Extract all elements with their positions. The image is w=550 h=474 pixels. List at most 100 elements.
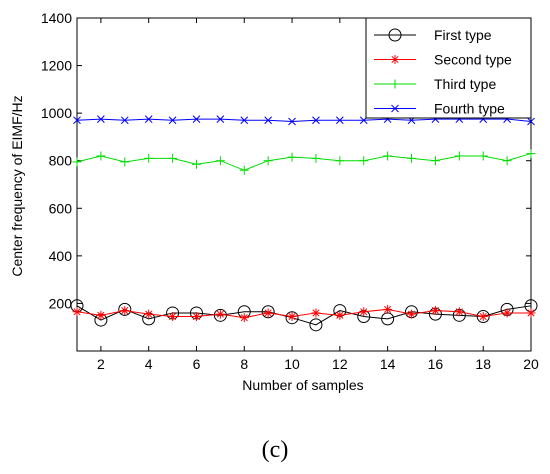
legend-label: First type bbox=[434, 27, 492, 43]
data-point-second-type bbox=[526, 308, 536, 318]
data-point-third-type bbox=[144, 153, 154, 163]
series-second-type bbox=[72, 304, 536, 323]
data-point-first-type bbox=[476, 310, 490, 324]
x-tick-label: 8 bbox=[240, 356, 248, 372]
data-point-third-type bbox=[454, 151, 464, 161]
data-point-second-type bbox=[287, 312, 297, 322]
legend-label: Fourth type bbox=[434, 101, 505, 117]
series-line-first-type bbox=[76, 305, 532, 326]
data-point-third-type bbox=[263, 156, 273, 166]
series-line-fourth-type bbox=[76, 118, 532, 122]
data-point-first-type bbox=[118, 302, 132, 316]
data-point-fourth-type bbox=[288, 117, 296, 126]
plot-frame bbox=[76, 17, 532, 352]
x-tick-label: 6 bbox=[193, 356, 201, 372]
data-point-first-type bbox=[261, 305, 275, 319]
y-tick-label: 200 bbox=[49, 295, 73, 311]
data-point-fourth-type bbox=[73, 116, 81, 125]
data-point-fourth-type bbox=[168, 116, 177, 125]
y-tick-label: 400 bbox=[49, 248, 73, 264]
data-point-fourth-type bbox=[527, 117, 535, 126]
legend-marker bbox=[388, 28, 402, 42]
data-point-fourth-type bbox=[192, 115, 201, 123]
data-point-third-type bbox=[168, 153, 178, 163]
data-point-fourth-type bbox=[216, 115, 225, 123]
data-point-fourth-type bbox=[97, 115, 105, 123]
x-tick-label: 12 bbox=[332, 356, 348, 372]
y-tick-label: 800 bbox=[49, 153, 73, 169]
x-tick-label: 2 bbox=[97, 356, 105, 372]
y-tick-label: 1400 bbox=[41, 10, 72, 26]
data-point-second-type bbox=[383, 304, 393, 314]
data-point-second-type bbox=[311, 308, 321, 318]
data-point-second-type bbox=[215, 309, 225, 319]
data-point-second-type bbox=[239, 313, 249, 323]
data-point-second-type bbox=[359, 307, 369, 317]
data-point-third-type bbox=[383, 151, 393, 161]
legend-item-third-type: Third type bbox=[374, 76, 496, 92]
data-point-second-type bbox=[335, 310, 345, 320]
x-tick-label: 18 bbox=[475, 356, 491, 372]
data-point-second-type bbox=[430, 306, 440, 316]
legend: First type Second type Third type Fourth ty… bbox=[365, 17, 532, 119]
legend-item-first-type: First type bbox=[374, 27, 492, 43]
data-point-third-type bbox=[120, 157, 130, 167]
legend-item-second-type: Second type bbox=[374, 52, 512, 68]
data-point-second-type bbox=[407, 309, 417, 319]
data-point-third-type bbox=[407, 153, 417, 163]
data-point-second-type bbox=[96, 310, 106, 320]
data-point-third-type bbox=[72, 157, 82, 167]
series-third-type bbox=[72, 149, 536, 175]
y-tick-label: 600 bbox=[49, 200, 73, 216]
series-layer bbox=[70, 115, 538, 332]
data-point-second-type bbox=[478, 312, 488, 322]
data-point-fourth-type bbox=[120, 116, 129, 125]
data-point-first-type bbox=[309, 318, 323, 332]
legend-box bbox=[365, 17, 532, 119]
data-point-second-type bbox=[454, 307, 464, 317]
data-point-third-type bbox=[191, 159, 201, 169]
data-point-third-type bbox=[96, 151, 106, 161]
y-tick-label: 1000 bbox=[41, 105, 72, 121]
data-point-third-type bbox=[502, 156, 512, 166]
data-point-first-type bbox=[285, 311, 299, 325]
legend-label: Second type bbox=[434, 52, 512, 68]
series-first-type bbox=[70, 299, 538, 332]
x-tick-label: 4 bbox=[145, 356, 153, 372]
data-point-third-type bbox=[287, 152, 297, 162]
y-tick-label: 1200 bbox=[41, 58, 72, 74]
data-point-fourth-type bbox=[144, 115, 153, 123]
data-point-second-type bbox=[144, 309, 154, 319]
data-point-fourth-type bbox=[264, 116, 273, 125]
data-point-third-type bbox=[526, 149, 536, 159]
data-point-second-type bbox=[263, 308, 273, 318]
figure-caption: (c) bbox=[262, 437, 289, 463]
y-axis-label: Center frequency of EIMF/Hz bbox=[9, 95, 25, 276]
data-point-fourth-type bbox=[335, 116, 344, 125]
x-tick-label: 10 bbox=[284, 356, 300, 372]
data-point-second-type bbox=[120, 306, 130, 316]
data-point-third-type bbox=[239, 165, 249, 175]
data-point-second-type bbox=[168, 312, 178, 322]
data-point-second-type bbox=[191, 312, 201, 322]
x-tick-label: 20 bbox=[523, 356, 539, 372]
legend-marker bbox=[390, 79, 400, 89]
legend-marker bbox=[391, 104, 399, 113]
data-point-second-type bbox=[502, 308, 512, 318]
x-tick-label: 16 bbox=[428, 356, 444, 372]
legend-item-fourth-type: Fourth type bbox=[374, 101, 505, 117]
x-axis-label: Number of samples bbox=[242, 377, 363, 393]
legend-label: Third type bbox=[434, 76, 496, 92]
data-point-third-type bbox=[430, 156, 440, 166]
data-point-third-type bbox=[215, 156, 225, 166]
data-point-third-type bbox=[478, 151, 488, 161]
data-point-third-type bbox=[359, 156, 369, 166]
data-point-third-type bbox=[311, 153, 321, 163]
data-point-fourth-type bbox=[312, 116, 320, 125]
legend-marker bbox=[390, 55, 400, 64]
data-point-fourth-type bbox=[240, 116, 249, 125]
data-point-second-type bbox=[72, 307, 82, 317]
data-point-third-type bbox=[335, 156, 345, 166]
x-tick-label: 14 bbox=[380, 356, 396, 372]
